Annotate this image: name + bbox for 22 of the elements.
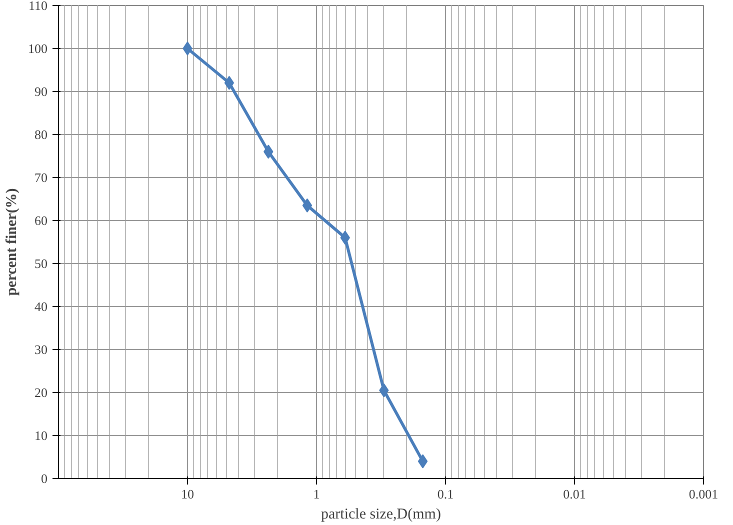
y-tick-label: 30: [34, 342, 48, 357]
y-tick-label: 50: [34, 256, 48, 271]
point: [224, 76, 234, 90]
x-tick-label: 10: [181, 486, 194, 502]
y-tick-label: 80: [34, 127, 48, 142]
x-axis-title: particle size,D(mm): [321, 506, 441, 522]
point: [302, 198, 312, 212]
y-tick-label: 90: [34, 84, 48, 99]
x-tick-label: 0.001: [688, 486, 718, 502]
y-tick-label: 60: [34, 213, 48, 228]
x-tick-label: 0.1: [437, 486, 454, 502]
x-tick-label: 0.01: [563, 486, 586, 502]
point: [418, 454, 428, 468]
y-tick-label: 110: [28, 0, 48, 13]
y-tick-label: 10: [34, 428, 48, 443]
y-tick-label: 70: [34, 170, 48, 185]
y-tick-label: 40: [34, 299, 48, 314]
y-axis-title: percent finer(%): [4, 188, 20, 296]
y-tick-label: 20: [34, 385, 48, 400]
x-tick-label: 1: [313, 486, 320, 502]
y-tick-label: 0: [41, 471, 48, 486]
y-tick-label: 100: [28, 41, 48, 56]
